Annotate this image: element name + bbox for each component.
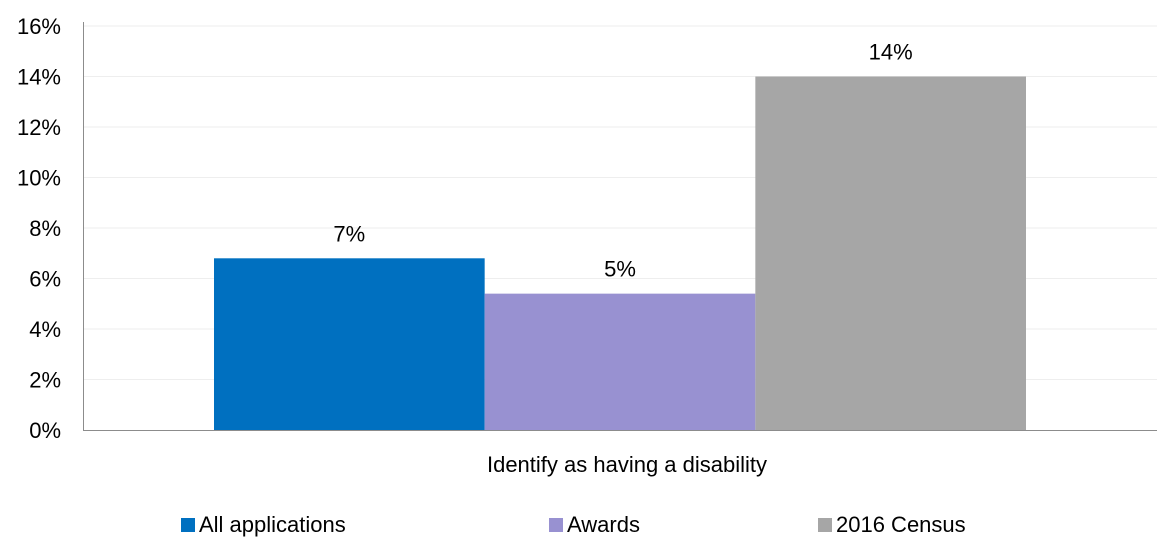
y-tick-label: 6% (29, 267, 61, 292)
legend-swatch (818, 518, 832, 532)
y-tick-label: 4% (29, 317, 61, 342)
legend-swatch (181, 518, 195, 532)
legend: All applications Awards 2016 Census (181, 512, 966, 537)
y-tick-label: 12% (17, 115, 61, 140)
legend-swatch (549, 518, 563, 532)
y-tick-label: 0% (29, 418, 61, 443)
bars (214, 76, 1026, 430)
y-tick-label: 16% (17, 14, 61, 39)
data-label: 7% (333, 221, 365, 246)
bar-2016-census (755, 76, 1026, 430)
y-tick-label: 2% (29, 368, 61, 393)
y-tick-label: 10% (17, 166, 61, 191)
data-label: 14% (869, 40, 913, 65)
legend-item: 2016 Census (818, 512, 966, 537)
x-category-label: Identify as having a disability (487, 452, 767, 477)
legend-label: Awards (567, 512, 640, 537)
y-tick-label: 14% (17, 65, 61, 90)
legend-item: Awards (549, 512, 640, 537)
legend-item: All applications (181, 512, 346, 537)
bar-all-applications (214, 258, 485, 430)
data-label: 5% (604, 257, 636, 282)
y-axis: 0% 2% 4% 6% 8% 10% 12% 14% 16% (17, 14, 84, 443)
bar-awards (484, 293, 756, 430)
data-labels: 7% 5% 14% (333, 40, 912, 282)
x-axis: Identify as having a disability (83, 430, 1157, 477)
legend-label: All applications (199, 512, 346, 537)
y-tick-label: 8% (29, 216, 61, 241)
legend-label: 2016 Census (836, 512, 966, 537)
